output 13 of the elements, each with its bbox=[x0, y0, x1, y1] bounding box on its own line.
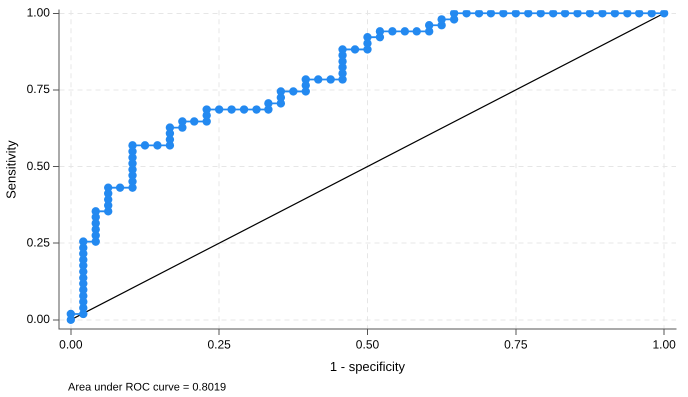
y-tick-label: 1.00 bbox=[26, 6, 50, 20]
x-tick-label: 1.00 bbox=[652, 338, 676, 352]
x-tick-label: 0.25 bbox=[207, 338, 232, 352]
y-tick-label: 0.25 bbox=[26, 235, 50, 250]
text: Area under ROC curve = 0.8019 bbox=[68, 382, 226, 394]
x-axis-title: 1 - specificity bbox=[330, 358, 406, 374]
x-tick-label: 0.50 bbox=[356, 338, 380, 352]
x-tick-label: 0.75 bbox=[504, 338, 528, 352]
y-axis-title: Sensitivity bbox=[3, 140, 18, 199]
y-tick-label: 0.50 bbox=[26, 158, 50, 173]
y-tick-label: 0.75 bbox=[26, 82, 50, 96]
y-tick-label: 0.00 bbox=[26, 312, 50, 326]
x-tick-label: 0.00 bbox=[59, 338, 83, 352]
